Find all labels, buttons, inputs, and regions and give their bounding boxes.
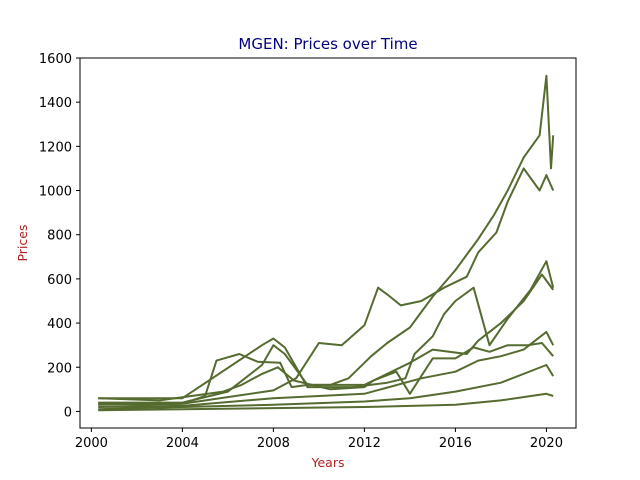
x-tick-label: 2008 [257, 436, 290, 451]
y-tick-label: 200 [47, 361, 72, 376]
series-lines [98, 74, 555, 412]
series-line-3 [98, 167, 555, 406]
y-tick-label: 1600 [39, 52, 72, 67]
series-line-1 [98, 74, 555, 406]
series-line-5 [98, 273, 555, 404]
x-tick-label: 2012 [348, 436, 381, 451]
y-tick-label: 400 [47, 317, 72, 332]
series-line-6 [98, 330, 555, 408]
y-tick-label: 1200 [39, 140, 72, 155]
y-tick-label: 600 [47, 273, 72, 288]
series-line-8 [98, 392, 554, 412]
series-line-4 [98, 260, 555, 400]
x-tick-label: 2020 [530, 436, 563, 451]
y-tick-label: 1400 [39, 96, 72, 111]
x-tick-label: 2004 [166, 436, 199, 451]
y-axis-label: Prices [15, 224, 30, 261]
x-tick-label: 2016 [439, 436, 472, 451]
y-tick-label: 800 [47, 229, 72, 244]
x-tick-label: 2000 [75, 436, 108, 451]
y-tick-label: 0 [64, 405, 72, 420]
y-axis-ticks: 0 200 400 600 800 1000 1200 1400 1600 [39, 52, 80, 420]
plot-frame [79, 57, 577, 429]
x-axis-label: Years [311, 455, 345, 470]
x-axis-ticks: 2000 2004 2008 2012 2016 2020 [75, 428, 563, 451]
series-line-2 [98, 342, 554, 402]
chart-title: MGEN: Prices over Time [238, 35, 417, 53]
series-line-7 [98, 364, 555, 411]
y-tick-label: 1000 [39, 185, 72, 200]
